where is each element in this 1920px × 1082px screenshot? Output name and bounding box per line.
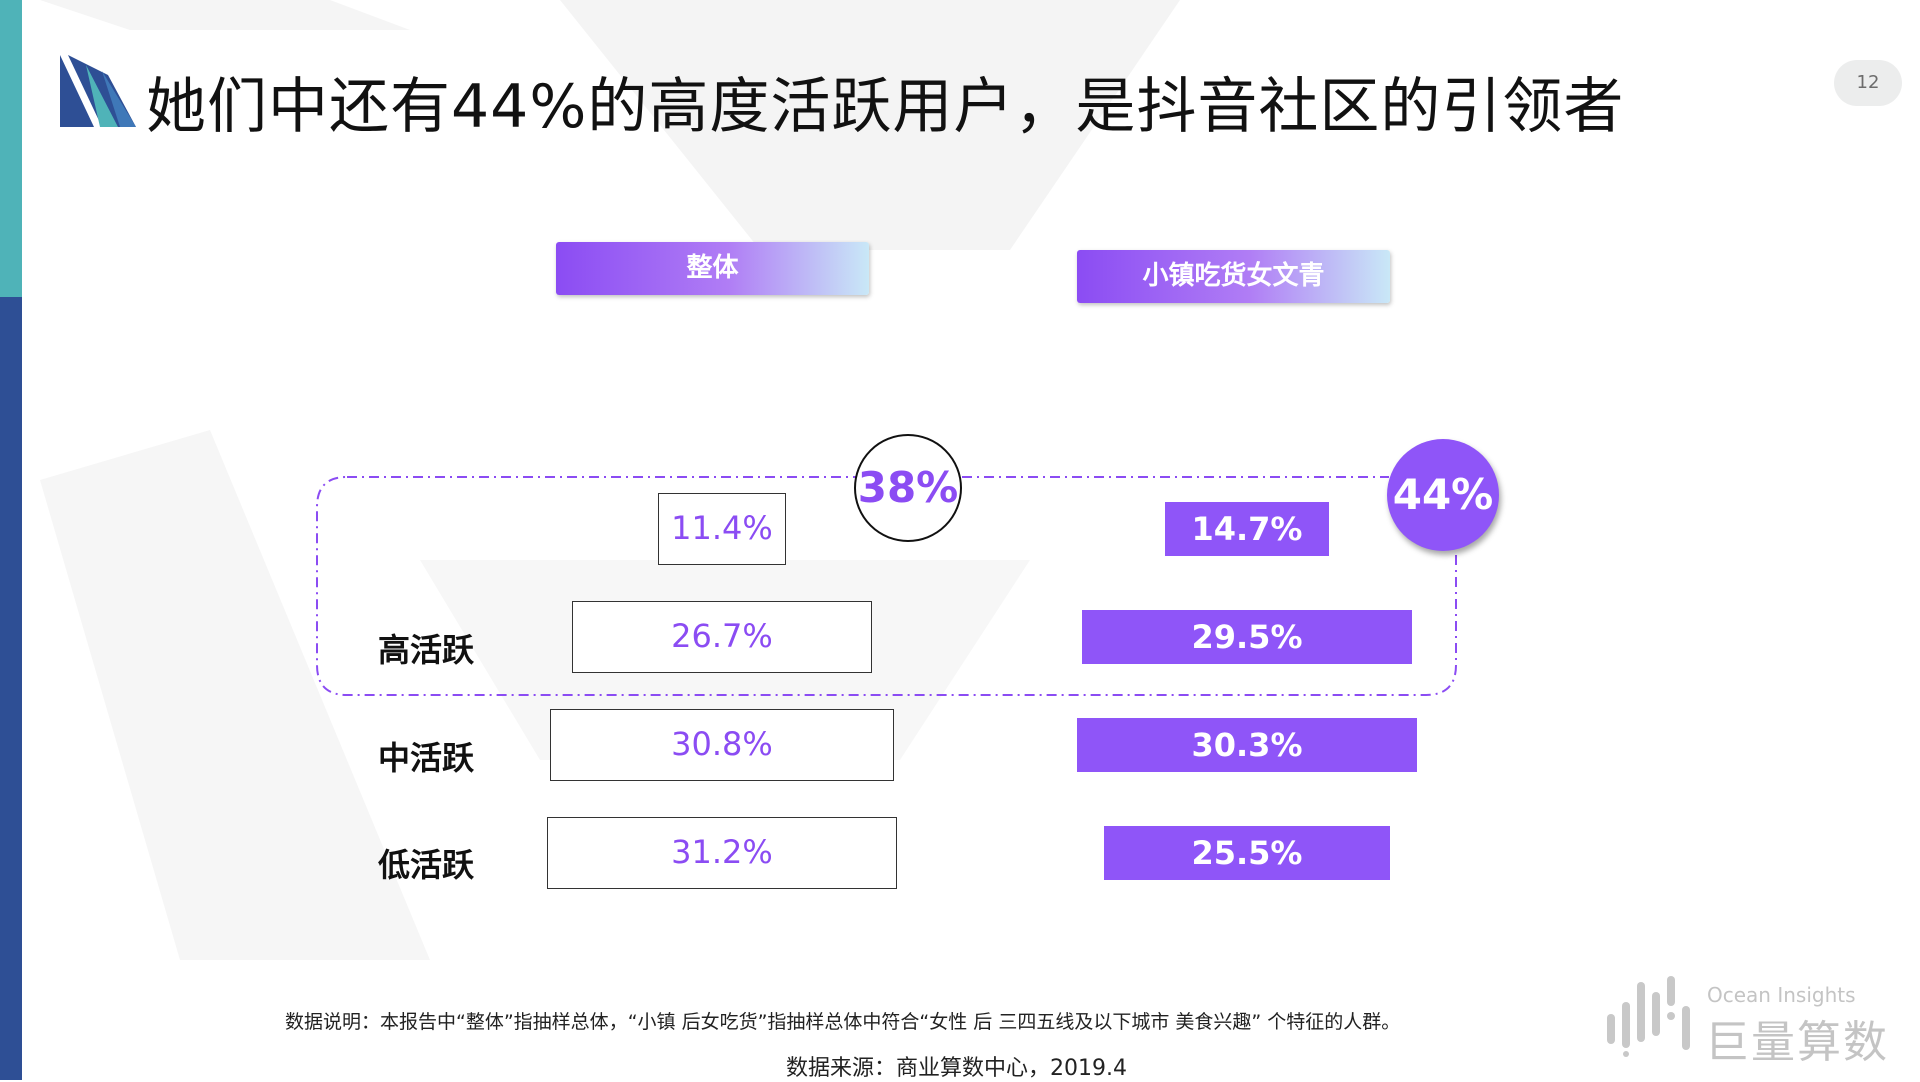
brand-name-en: Ocean Insights [1707, 983, 1856, 1007]
segment-bar: 30.3% [1077, 718, 1417, 772]
segment-bar: 25.5% [1104, 826, 1390, 880]
brand-name-cn: 巨量算数 [1705, 1017, 1889, 1068]
brand-logo-icon [1607, 976, 1690, 1057]
left-accent-bar-teal [0, 0, 22, 297]
page-number: 12 [1834, 60, 1902, 106]
header-segment: 小镇吃货女文青 [1077, 250, 1390, 303]
segment-high-total-badge: 44% [1387, 439, 1499, 551]
overall-bar: 31.2% [547, 817, 897, 889]
header-overall: 整体 [556, 242, 869, 295]
row-label-high: 高活跃 [378, 631, 475, 669]
overall-high-total-badge: 38% [854, 434, 962, 542]
segment-bar: 29.5% [1081, 610, 1413, 664]
overall-bar: 11.4% [658, 493, 786, 565]
overall-bar: 26.7% [572, 601, 872, 673]
row-label-mid: 中活跃 [378, 739, 475, 777]
segment-bar: 14.7% [1164, 502, 1330, 556]
logo-icon [60, 55, 136, 127]
left-accent-bar-navy [0, 297, 22, 1080]
data-source: 数据来源：商业算数中心，2019.4 [786, 1056, 1127, 1081]
page-title: 她们中还有44%的高度活跃用户，是抖音社区的引领者 [146, 72, 1625, 142]
data-note: 数据说明：本报告中“整体”指抽样总体，“小镇 后女吃货”指抽样总体中符合“女性 … [285, 1011, 1401, 1033]
row-label-low: 低活跃 [378, 846, 475, 884]
overall-bar: 30.8% [549, 709, 895, 781]
